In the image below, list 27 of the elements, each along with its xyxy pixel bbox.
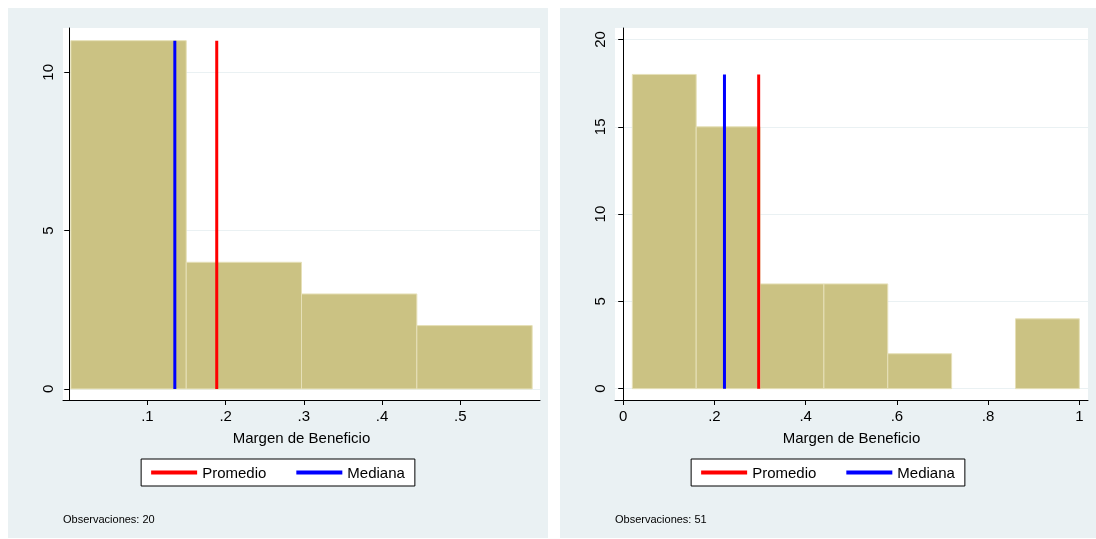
y-tick-label: 0 [39, 384, 56, 394]
x-tick-label: .3 [297, 407, 311, 424]
x-tick-label: .6 [890, 407, 904, 424]
legend-label: Mediana [897, 464, 956, 481]
y-tick-label: 20 [591, 31, 608, 48]
text: Observaciones: 51 [615, 512, 707, 525]
y-tick-label: 15 [591, 118, 608, 136]
x-tick-label: 0 [619, 407, 628, 424]
y-tick-label: 10 [39, 63, 56, 81]
y-tick-label: 5 [591, 297, 608, 306]
x-tick-label: 1 [1075, 407, 1084, 424]
x-axis-title: Margen de Beneficio [782, 429, 921, 446]
y-tick-label: 5 [39, 226, 56, 235]
y-tick-label: 10 [591, 205, 608, 223]
x-axis-title: Margen de Beneficio [232, 429, 371, 446]
x-tick-label: .4 [799, 407, 812, 424]
x-tick-label: .4 [375, 407, 389, 424]
x-tick-label: .2 [708, 407, 721, 424]
x-tick-label: .2 [219, 407, 232, 424]
x-tick-label: .8 [981, 407, 995, 424]
legend-label: Mediana [347, 464, 406, 481]
legend-label: Promedio [752, 464, 817, 481]
legend-label: Promedio [202, 464, 267, 481]
x-tick-label: .5 [453, 407, 467, 424]
x-tick-label: .1 [141, 407, 154, 424]
y-tick-label: 0 [591, 384, 608, 393]
text: Observaciones: 20 [63, 512, 155, 525]
